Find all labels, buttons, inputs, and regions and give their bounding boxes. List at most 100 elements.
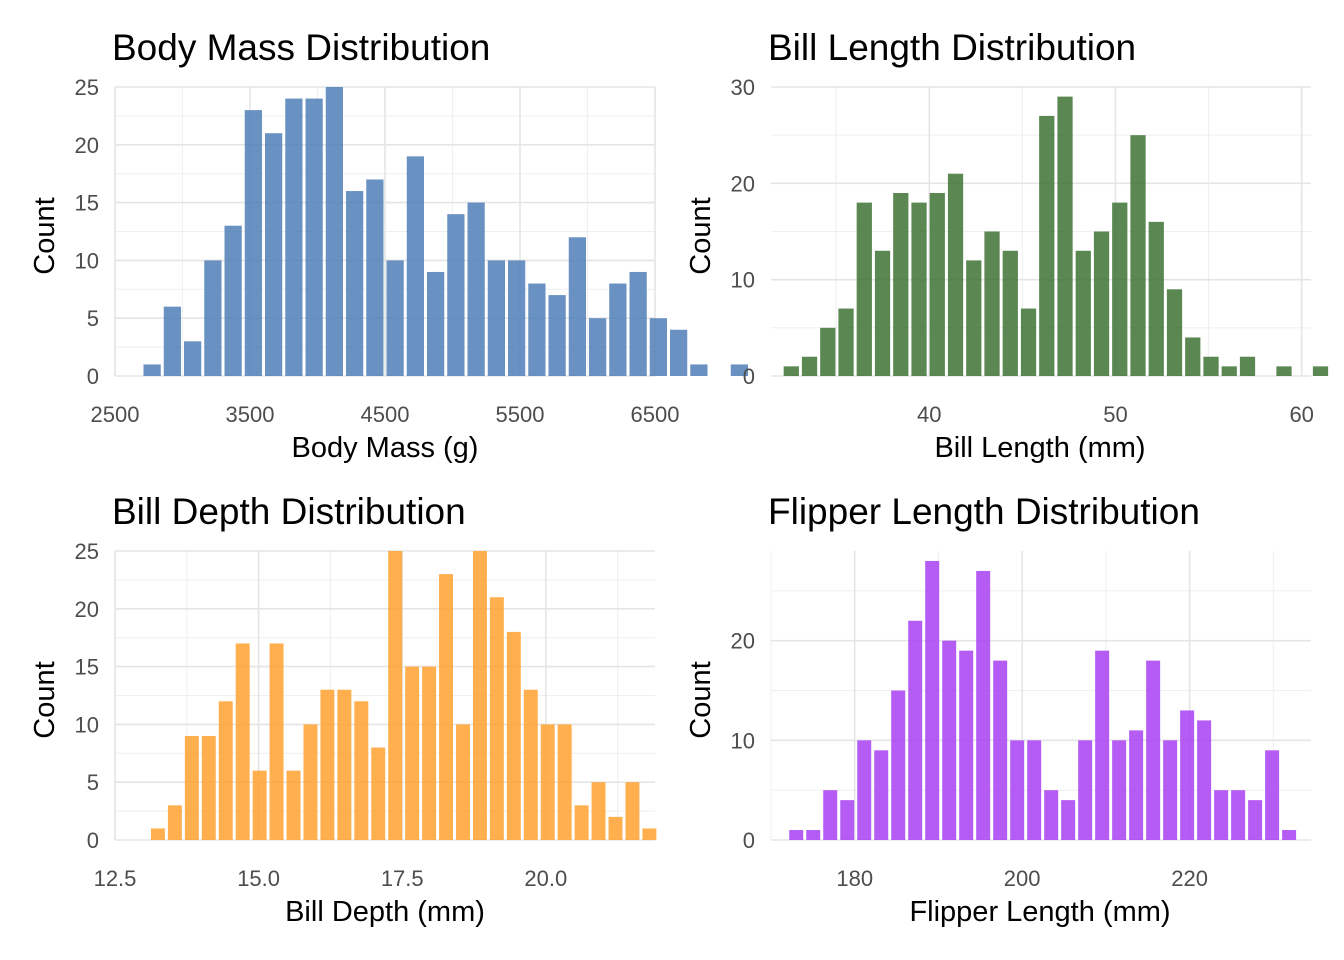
histogram-bar bbox=[1146, 660, 1161, 840]
histogram-bar bbox=[1093, 231, 1110, 376]
histogram-bar bbox=[1248, 800, 1263, 840]
histogram-bar bbox=[1002, 250, 1018, 376]
histogram-bar bbox=[730, 364, 748, 376]
histogram-bar bbox=[993, 660, 1008, 840]
bars bbox=[150, 551, 657, 840]
histogram-bar bbox=[1148, 221, 1164, 376]
y-tick-label: 15 bbox=[75, 655, 99, 680]
chart-title: Body Mass Distribution bbox=[112, 27, 490, 68]
histogram-bar bbox=[184, 735, 199, 840]
y-tick-labels: 0 5 10 15 20 25 bbox=[75, 75, 99, 389]
histogram-bar bbox=[218, 701, 233, 840]
x-tick-label: 4500 bbox=[361, 402, 410, 427]
histogram-bar bbox=[405, 666, 420, 840]
x-tick-labels: 2500 3500 4500 5500 6500 bbox=[91, 402, 680, 427]
chart-title: Flipper Length Distribution bbox=[768, 491, 1200, 532]
histogram-bar bbox=[591, 782, 606, 840]
histogram-bar bbox=[1057, 96, 1073, 376]
y-tick-label: 25 bbox=[75, 75, 99, 100]
histogram-bar bbox=[1166, 289, 1183, 376]
histogram-bar bbox=[201, 735, 216, 840]
histogram-bar bbox=[320, 689, 335, 840]
x-tick-label: 40 bbox=[917, 402, 941, 427]
x-tick-label: 220 bbox=[1171, 866, 1208, 891]
x-tick-label: 6500 bbox=[631, 402, 680, 427]
histogram-bar bbox=[244, 110, 262, 377]
x-tick-labels: 40 50 60 bbox=[917, 402, 1314, 427]
histogram-bar bbox=[1231, 790, 1246, 840]
histogram-bar bbox=[1203, 356, 1219, 376]
x-tick-label: 60 bbox=[1289, 402, 1313, 427]
y-tick-label: 15 bbox=[75, 191, 99, 216]
x-tick-label: 200 bbox=[1004, 866, 1041, 891]
y-tick-label: 0 bbox=[87, 364, 99, 389]
histogram-bar bbox=[150, 828, 165, 840]
histogram-bar bbox=[1039, 115, 1055, 377]
histogram-bar bbox=[506, 631, 521, 840]
y-tick-labels: 0 10 20 30 bbox=[731, 75, 755, 389]
histogram-bar bbox=[163, 306, 181, 376]
x-axis-title: Bill Depth (mm) bbox=[285, 896, 485, 928]
y-tick-label: 10 bbox=[75, 712, 99, 737]
histogram-bar bbox=[1130, 135, 1146, 376]
histogram-bar bbox=[487, 260, 505, 376]
histogram-bar bbox=[1282, 830, 1297, 840]
histogram-bar bbox=[523, 689, 538, 840]
histogram-bar bbox=[856, 202, 872, 376]
y-tick-label: 0 bbox=[87, 828, 99, 853]
y-tick-label: 10 bbox=[731, 268, 755, 293]
y-tick-label: 5 bbox=[87, 770, 99, 795]
histogram-bar bbox=[406, 156, 424, 376]
histogram-bar bbox=[1276, 366, 1292, 376]
histogram-bar bbox=[838, 308, 854, 376]
histogram-bar bbox=[1078, 740, 1093, 840]
histogram-bar bbox=[801, 356, 818, 376]
y-tick-label: 10 bbox=[75, 248, 99, 273]
histogram-bar bbox=[337, 689, 352, 840]
histogram-bar bbox=[224, 225, 242, 376]
histogram-bar bbox=[286, 770, 301, 840]
histogram-bar bbox=[528, 283, 546, 376]
histogram-bar bbox=[489, 597, 504, 840]
y-tick-label: 20 bbox=[75, 597, 99, 622]
histogram-bar bbox=[447, 214, 465, 376]
y-tick-labels: 0 5 10 15 20 25 bbox=[75, 539, 99, 853]
histogram-bar bbox=[947, 173, 964, 376]
histogram-bar bbox=[204, 260, 222, 376]
histogram-bar bbox=[690, 364, 708, 376]
histogram-bar bbox=[1095, 650, 1110, 840]
histogram-bar bbox=[608, 816, 623, 840]
histogram-bar bbox=[984, 231, 1000, 376]
histogram-bar bbox=[840, 800, 855, 840]
x-axis-title: Bill Length (mm) bbox=[934, 432, 1145, 464]
y-tick-label: 20 bbox=[731, 629, 755, 654]
histogram-bar bbox=[1044, 790, 1059, 840]
x-tick-label: 2500 bbox=[91, 402, 140, 427]
histogram-bar bbox=[1221, 366, 1237, 376]
histogram-bar bbox=[548, 295, 566, 376]
histogram-bar bbox=[265, 133, 283, 376]
x-tick-label: 17.5 bbox=[381, 866, 424, 891]
histogram-bar bbox=[325, 87, 343, 376]
histogram-bar bbox=[167, 805, 182, 840]
histogram-bar bbox=[874, 750, 889, 840]
histogram-bar bbox=[1197, 720, 1212, 840]
histogram-bar bbox=[252, 770, 267, 840]
histogram-bar bbox=[472, 551, 487, 840]
y-tick-label: 0 bbox=[743, 828, 755, 853]
x-tick-labels: 12.5 15.0 17.5 20.0 bbox=[94, 866, 568, 891]
bars bbox=[789, 560, 1297, 840]
histogram-bar bbox=[1027, 740, 1042, 840]
histogram-bar bbox=[422, 666, 437, 840]
x-axis-title: Body Mass (g) bbox=[292, 432, 479, 464]
histogram-bar bbox=[966, 260, 982, 376]
y-tick-label: 5 bbox=[87, 306, 99, 331]
histogram-bar bbox=[1129, 730, 1144, 840]
histogram-bar bbox=[925, 560, 940, 840]
histogram-bar bbox=[789, 830, 804, 840]
x-tick-label: 5500 bbox=[496, 402, 545, 427]
bars bbox=[143, 87, 748, 377]
histogram-bar bbox=[1312, 366, 1329, 376]
histogram-bar bbox=[1185, 337, 1201, 376]
